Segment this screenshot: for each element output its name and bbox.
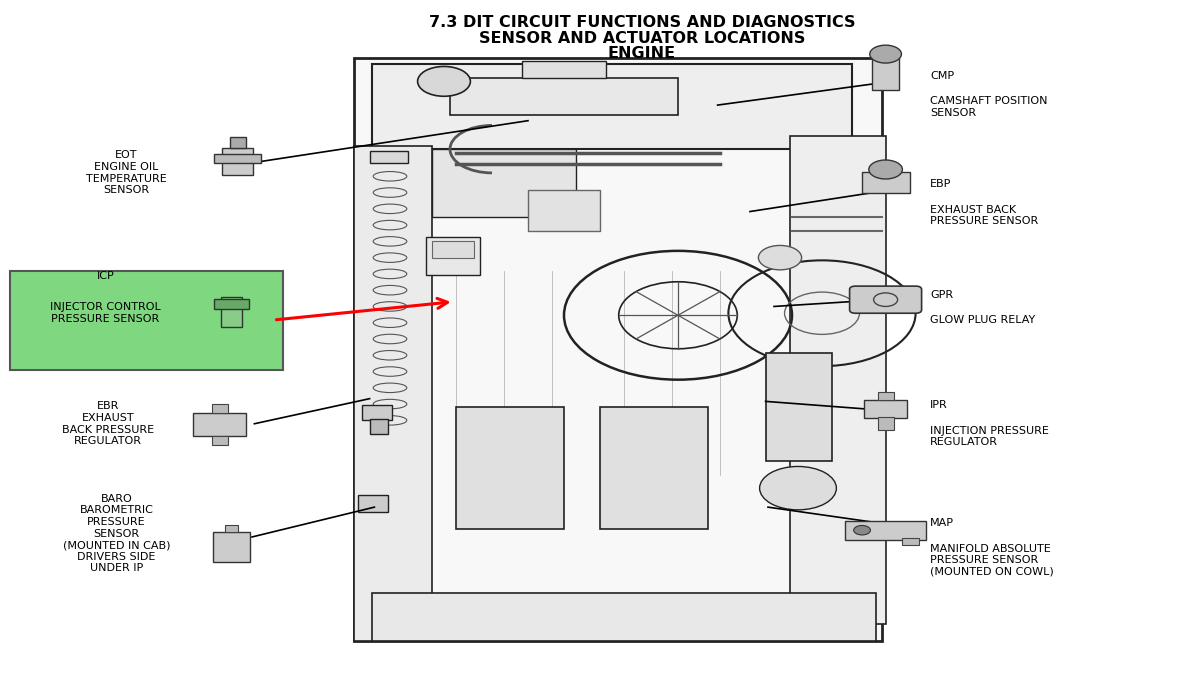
Bar: [362, 405, 392, 420]
Bar: [456, 407, 564, 529]
Circle shape: [870, 45, 901, 63]
FancyBboxPatch shape: [10, 271, 283, 370]
Text: ENGINE: ENGINE: [608, 46, 676, 61]
Bar: [528, 190, 600, 231]
Text: EXHAUST BACK
PRESSURE SENSOR: EXHAUST BACK PRESSURE SENSOR: [930, 205, 1038, 226]
Bar: [372, 64, 852, 149]
Bar: [790, 136, 886, 624]
Bar: [522, 61, 606, 78]
Text: INJECTION PRESSURE
REGULATOR: INJECTION PRESSURE REGULATOR: [930, 426, 1049, 447]
Text: CMP: CMP: [930, 71, 954, 81]
Text: CAMSHAFT POSITION
SENSOR: CAMSHAFT POSITION SENSOR: [930, 96, 1048, 118]
Bar: [215, 300, 248, 309]
Bar: [862, 172, 910, 193]
Text: ICP: ICP: [97, 271, 114, 281]
Text: EBP: EBP: [930, 180, 952, 189]
Circle shape: [869, 160, 902, 179]
Circle shape: [758, 245, 802, 270]
Circle shape: [418, 66, 470, 96]
Text: GPR: GPR: [930, 290, 953, 300]
Bar: [432, 241, 474, 258]
Bar: [877, 417, 894, 430]
Bar: [426, 237, 480, 275]
Bar: [600, 407, 708, 529]
Bar: [370, 419, 388, 434]
Bar: [902, 538, 919, 545]
Bar: [211, 436, 228, 445]
Text: BARO
BAROMETRIC
PRESSURE
SENSOR
(MOUNTED IN CAB)
DRIVERS SIDE
UNDER IP: BARO BAROMETRIC PRESSURE SENSOR (MOUNTED…: [62, 494, 170, 574]
Circle shape: [760, 466, 836, 510]
Bar: [354, 146, 432, 641]
Bar: [193, 414, 246, 436]
Text: GLOW PLUG RELAY: GLOW PLUG RELAY: [930, 315, 1036, 325]
Bar: [221, 297, 242, 327]
Bar: [211, 404, 228, 414]
Bar: [877, 393, 894, 400]
Text: MAP: MAP: [930, 519, 954, 528]
Text: 7.3 DIT CIRCUIT FUNCTIONS AND DIAGNOSTICS: 7.3 DIT CIRCUIT FUNCTIONS AND DIAGNOSTIC…: [428, 15, 856, 30]
Bar: [766, 353, 832, 461]
FancyBboxPatch shape: [850, 286, 922, 313]
Bar: [222, 148, 253, 176]
Bar: [214, 155, 262, 163]
Bar: [358, 495, 388, 512]
Bar: [372, 593, 876, 641]
Bar: [872, 57, 899, 90]
Text: IPR: IPR: [930, 401, 948, 410]
Bar: [864, 400, 907, 418]
Bar: [450, 78, 678, 115]
Text: INJECTOR CONTROL
PRESSURE SENSOR: INJECTOR CONTROL PRESSURE SENSOR: [50, 302, 161, 324]
Circle shape: [853, 525, 870, 535]
Bar: [432, 149, 576, 217]
Text: EBR
EXHAUST
BACK PRESSURE
REGULATOR: EBR EXHAUST BACK PRESSURE REGULATOR: [62, 401, 154, 446]
Bar: [354, 58, 882, 641]
Bar: [845, 521, 926, 540]
Bar: [226, 525, 239, 532]
Text: EOT
ENGINE OIL
TEMPERATURE
SENSOR: EOT ENGINE OIL TEMPERATURE SENSOR: [85, 151, 167, 195]
Bar: [229, 136, 246, 148]
Bar: [214, 532, 250, 562]
Text: SENSOR AND ACTUATOR LOCATIONS: SENSOR AND ACTUATOR LOCATIONS: [479, 31, 805, 45]
Bar: [370, 151, 408, 163]
Text: MANIFOLD ABSOLUTE
PRESSURE SENSOR
(MOUNTED ON COWL): MANIFOLD ABSOLUTE PRESSURE SENSOR (MOUNT…: [930, 544, 1054, 577]
